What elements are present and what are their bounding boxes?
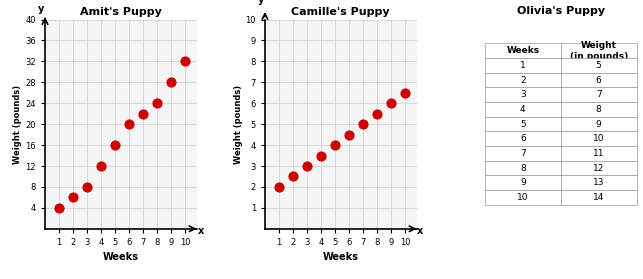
Point <box>358 122 368 126</box>
Point <box>124 122 134 126</box>
Point <box>110 143 120 147</box>
Point <box>180 59 190 64</box>
Title: Camille's Puppy: Camille's Puppy <box>291 7 390 17</box>
Title: Amit's Puppy: Amit's Puppy <box>80 7 162 17</box>
Point <box>302 164 312 168</box>
Point <box>316 153 326 158</box>
Point <box>68 195 78 200</box>
Point <box>167 80 177 85</box>
Point <box>138 111 149 116</box>
Point <box>330 143 340 147</box>
Point <box>152 101 163 105</box>
Text: y: y <box>258 0 264 5</box>
Text: x: x <box>197 226 204 236</box>
Point <box>82 185 93 189</box>
Y-axis label: Weight (pounds): Weight (pounds) <box>233 85 242 164</box>
Point <box>344 132 354 137</box>
X-axis label: Weeks: Weeks <box>323 252 359 262</box>
Point <box>386 101 397 105</box>
Text: x: x <box>417 226 424 236</box>
Point <box>400 90 410 95</box>
Point <box>372 111 383 116</box>
Point <box>274 185 284 189</box>
Title: Olivia's Puppy: Olivia's Puppy <box>517 6 605 16</box>
Point <box>96 164 106 168</box>
Point <box>54 206 64 210</box>
Text: y: y <box>37 4 44 14</box>
Point <box>288 174 298 179</box>
X-axis label: Weeks: Weeks <box>103 252 139 262</box>
Y-axis label: Weight (pounds): Weight (pounds) <box>14 85 23 164</box>
